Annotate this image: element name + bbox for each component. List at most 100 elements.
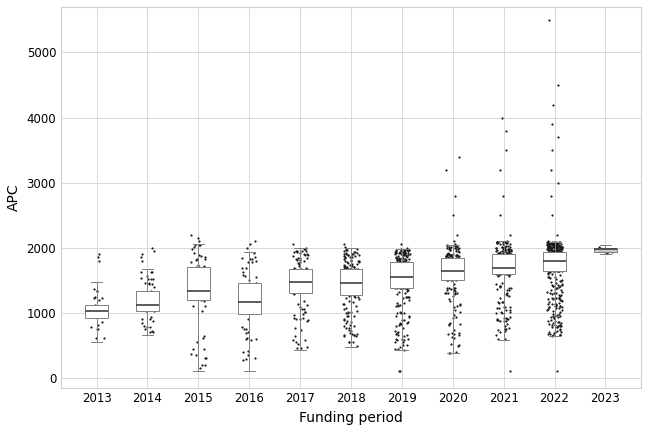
Point — [554, 268, 564, 275]
Point — [452, 303, 462, 310]
Point — [339, 266, 349, 273]
Point — [551, 324, 562, 330]
Point — [297, 248, 307, 255]
Point — [547, 241, 557, 248]
Point — [449, 267, 459, 273]
Point — [349, 272, 360, 279]
Point — [500, 304, 510, 311]
Point — [551, 248, 561, 254]
Point — [345, 283, 356, 290]
Point — [552, 245, 562, 251]
Point — [398, 249, 408, 256]
Point — [497, 262, 507, 269]
Point — [397, 260, 407, 267]
Point — [454, 275, 465, 282]
Point — [553, 292, 564, 299]
Point — [338, 282, 349, 289]
Point — [404, 256, 414, 263]
Point — [542, 267, 553, 274]
Point — [392, 299, 402, 306]
Point — [552, 368, 562, 375]
Point — [454, 245, 464, 252]
Point — [345, 274, 356, 281]
Point — [551, 243, 561, 250]
Point — [500, 323, 511, 330]
Point — [353, 284, 364, 291]
Point — [543, 296, 553, 303]
Point — [403, 279, 413, 286]
Point — [498, 267, 508, 274]
Point — [441, 166, 451, 173]
Point — [550, 259, 561, 266]
Point — [396, 310, 406, 317]
Point — [351, 302, 361, 309]
Point — [449, 303, 459, 310]
Point — [352, 290, 362, 297]
Point — [505, 309, 515, 316]
Point — [495, 254, 505, 260]
Point — [549, 252, 559, 259]
Point — [500, 245, 511, 252]
Point — [491, 310, 502, 317]
Point — [496, 266, 507, 273]
Point — [91, 311, 101, 318]
Point — [495, 254, 505, 261]
Point — [550, 243, 560, 250]
Point — [391, 323, 401, 330]
Point — [544, 265, 555, 272]
Point — [194, 271, 204, 278]
Point — [497, 310, 507, 317]
Point — [396, 280, 406, 287]
Point — [391, 261, 401, 268]
Point — [303, 285, 313, 292]
Point — [294, 270, 305, 277]
Point — [389, 260, 400, 267]
Point — [551, 263, 562, 270]
Point — [604, 247, 614, 254]
Point — [344, 324, 354, 331]
Point — [390, 273, 400, 280]
Point — [553, 239, 563, 246]
Point — [288, 284, 298, 291]
Point — [544, 321, 554, 328]
Point — [301, 244, 311, 251]
Point — [402, 331, 412, 338]
Point — [543, 239, 553, 246]
Point — [455, 321, 465, 328]
Point — [495, 252, 505, 259]
Point — [501, 307, 511, 314]
Point — [554, 294, 564, 301]
Point — [351, 308, 362, 315]
Point — [345, 289, 355, 295]
Point — [90, 314, 100, 321]
Point — [503, 315, 514, 322]
Point — [555, 245, 566, 252]
Point — [198, 335, 209, 342]
Point — [452, 260, 462, 267]
Point — [548, 265, 558, 272]
Point — [548, 101, 558, 108]
Point — [446, 270, 457, 277]
Point — [341, 277, 351, 284]
Point — [251, 273, 261, 280]
Point — [97, 318, 107, 325]
Point — [392, 265, 402, 272]
Point — [553, 241, 563, 248]
Point — [543, 256, 553, 263]
Point — [557, 252, 567, 259]
Point — [298, 274, 308, 281]
Point — [548, 254, 559, 260]
Point — [288, 264, 299, 271]
Point — [293, 277, 303, 284]
Point — [393, 259, 404, 266]
Point — [238, 349, 248, 356]
Point — [345, 329, 355, 336]
Point — [502, 253, 512, 260]
Point — [397, 338, 408, 345]
Point — [452, 243, 462, 250]
Point — [251, 301, 262, 308]
Point — [389, 272, 400, 279]
Point — [545, 266, 555, 273]
Point — [345, 286, 356, 292]
Point — [350, 275, 360, 282]
